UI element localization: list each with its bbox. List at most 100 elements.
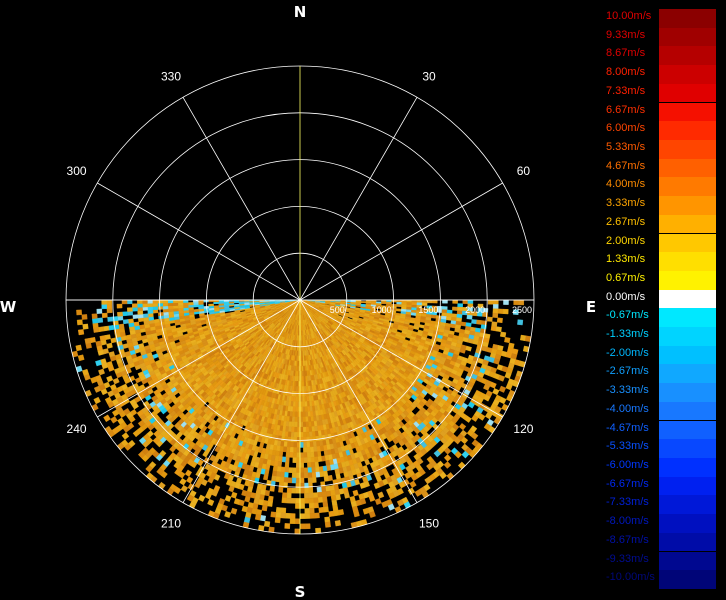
velocity-cell xyxy=(279,476,285,483)
velocity-cell xyxy=(274,517,281,524)
velocity-cell xyxy=(478,413,486,421)
velocity-cell xyxy=(299,503,305,509)
velocity-cell xyxy=(321,491,327,498)
velocity-cell xyxy=(319,471,325,478)
velocity-cell xyxy=(305,431,310,438)
velocity-cell xyxy=(301,381,305,387)
velocity-cell xyxy=(430,314,437,319)
velocity-cell xyxy=(334,519,342,527)
velocity-cell xyxy=(445,316,452,321)
velocity-cell xyxy=(299,467,305,474)
velocity-cell xyxy=(492,312,499,319)
velocity-cell xyxy=(304,406,308,413)
velocity-cell xyxy=(110,416,118,424)
velocity-cell xyxy=(289,446,294,453)
velocity-cell xyxy=(307,477,313,484)
velocity-cell xyxy=(467,401,475,409)
velocity-cell xyxy=(304,492,310,499)
velocity-cell xyxy=(290,431,295,438)
velocity-cell xyxy=(492,308,499,314)
velocity-cell xyxy=(310,461,316,468)
velocity-cell xyxy=(353,510,360,518)
velocity-cell xyxy=(318,507,325,514)
velocity-cell xyxy=(296,432,301,438)
velocity-cell xyxy=(497,308,504,314)
velocity-cell xyxy=(395,308,402,312)
velocity-cell xyxy=(294,518,301,525)
velocity-cell xyxy=(416,299,423,303)
velocity-cell xyxy=(284,461,290,468)
velocity-cell xyxy=(308,497,314,504)
velocity-cell xyxy=(457,303,463,308)
velocity-cell xyxy=(281,492,288,499)
velocity-cell xyxy=(308,431,313,438)
velocity-cell xyxy=(439,471,447,480)
velocity-cell xyxy=(324,516,331,523)
velocity-cell xyxy=(224,495,232,502)
velocity-cell xyxy=(323,506,329,513)
velocity-cell xyxy=(465,345,472,352)
velocity-cell xyxy=(289,513,296,519)
velocity-cell xyxy=(307,467,312,473)
velocity-cell xyxy=(310,456,315,463)
velocity-cell xyxy=(471,414,479,422)
velocity-cell xyxy=(331,499,338,507)
velocity-cell xyxy=(311,472,317,478)
velocity-cell xyxy=(299,452,304,458)
velocity-cell xyxy=(291,477,297,484)
velocity-cell xyxy=(285,512,291,519)
velocity-cell xyxy=(454,327,461,333)
velocity-cell xyxy=(295,477,301,484)
velocity-cell xyxy=(294,528,301,535)
velocity-cell xyxy=(294,421,298,428)
velocity-cell xyxy=(289,452,294,458)
velocity-cell xyxy=(280,507,287,514)
velocity-cell xyxy=(442,299,448,304)
velocity-cell xyxy=(157,481,166,490)
velocity-cell xyxy=(294,416,298,423)
velocity-cell xyxy=(286,487,292,494)
velocity-cell xyxy=(309,507,315,514)
velocity-cell xyxy=(271,470,278,477)
velocity-cell xyxy=(302,416,306,423)
velocity-cell xyxy=(396,304,402,308)
velocity-cell xyxy=(302,431,307,438)
velocity-cell xyxy=(98,368,105,376)
velocity-cell xyxy=(302,406,306,413)
velocity-cell xyxy=(283,472,289,478)
velocity-cell xyxy=(315,471,321,478)
velocity-cell xyxy=(302,401,306,408)
velocity-cell xyxy=(303,472,309,479)
velocity-cell xyxy=(302,411,306,418)
velocity-cell xyxy=(293,426,298,433)
velocity-cell xyxy=(446,472,455,480)
velocity-cell xyxy=(308,502,315,509)
velocity-cell xyxy=(261,504,268,512)
velocity-cell xyxy=(324,521,331,528)
velocity-cell xyxy=(299,472,305,479)
velocity-cell xyxy=(313,456,319,463)
velocity-cell xyxy=(311,477,317,483)
velocity-cell xyxy=(303,452,308,458)
velocity-cell xyxy=(295,472,301,479)
velocity-cell xyxy=(296,447,301,453)
velocity-cell xyxy=(461,450,470,459)
velocity-cell xyxy=(270,511,277,518)
velocity-cell xyxy=(296,452,301,458)
velocity-cell xyxy=(456,310,463,315)
velocity-cell xyxy=(381,301,387,305)
velocity-cell xyxy=(296,462,301,469)
velocity-cell xyxy=(184,469,193,477)
velocity-cell xyxy=(112,377,120,385)
velocity-cell xyxy=(320,486,327,493)
velocity-cell xyxy=(299,421,304,428)
velocity-cell xyxy=(487,299,494,305)
velocity-cell xyxy=(311,466,316,473)
velocity-cell xyxy=(299,523,306,530)
velocity-cell xyxy=(325,459,331,467)
velocity-cell xyxy=(321,496,328,503)
velocity-cell xyxy=(496,317,503,324)
velocity-cell xyxy=(288,467,293,473)
velocity-cell xyxy=(452,299,458,304)
velocity-cell xyxy=(315,527,322,534)
